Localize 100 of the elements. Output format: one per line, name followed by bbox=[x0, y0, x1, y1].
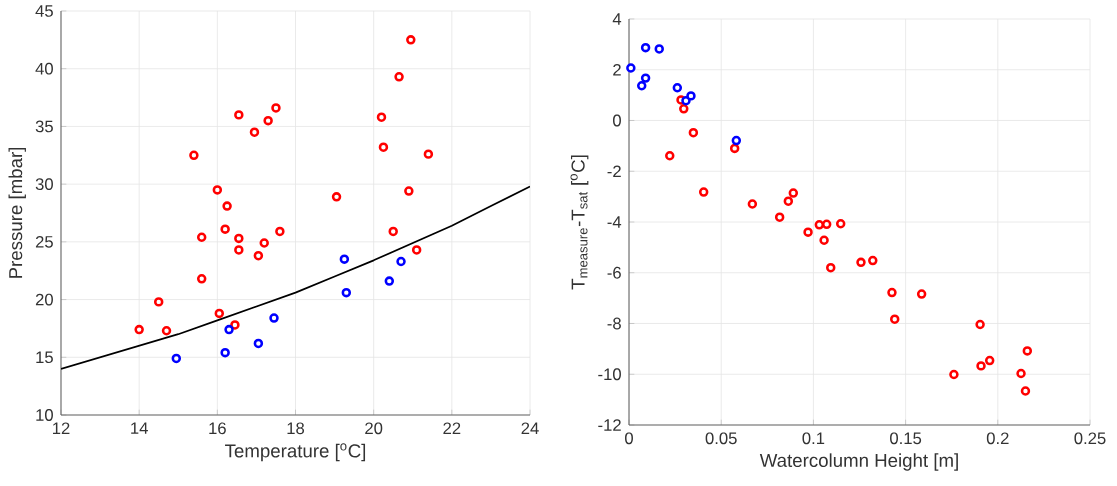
point bbox=[341, 287, 352, 298]
point bbox=[234, 233, 244, 244]
point bbox=[423, 149, 434, 159]
point bbox=[821, 219, 832, 230]
x-axis-title: Watercolumn Height [m] bbox=[759, 453, 958, 471]
point bbox=[916, 289, 927, 299]
point bbox=[626, 63, 636, 73]
point bbox=[636, 81, 647, 91]
point bbox=[729, 143, 740, 154]
point bbox=[783, 196, 794, 206]
point bbox=[196, 232, 207, 242]
point bbox=[388, 226, 398, 237]
x-tick-label: 0.1 bbox=[802, 432, 825, 445]
point bbox=[835, 219, 846, 229]
point bbox=[747, 199, 758, 209]
point bbox=[640, 42, 651, 53]
y-tick-label: -2 bbox=[607, 165, 621, 178]
x-tick-label: 24 bbox=[521, 422, 539, 435]
point bbox=[1022, 346, 1033, 356]
y-tick-label: 35 bbox=[35, 120, 53, 133]
x-tick-label: 22 bbox=[443, 422, 461, 435]
point bbox=[698, 187, 709, 197]
y-tick-label: 40 bbox=[35, 62, 53, 75]
y-tick-label: -10 bbox=[598, 368, 621, 381]
point bbox=[654, 44, 664, 54]
point bbox=[1020, 386, 1031, 396]
y-tick-label: 15 bbox=[36, 351, 53, 364]
x-tick-label: 18 bbox=[287, 422, 305, 435]
point bbox=[331, 192, 342, 202]
point bbox=[220, 224, 230, 234]
y-tick-label: 45 bbox=[35, 5, 53, 17]
point bbox=[222, 201, 232, 211]
point bbox=[196, 274, 207, 284]
point bbox=[731, 135, 742, 146]
point bbox=[819, 235, 829, 246]
point bbox=[189, 150, 199, 161]
point bbox=[134, 324, 144, 335]
point bbox=[234, 245, 244, 255]
point bbox=[230, 320, 240, 330]
point bbox=[220, 347, 230, 358]
point bbox=[814, 220, 825, 230]
x-tick-label: 0.15 bbox=[890, 432, 922, 445]
x-tick-label: 12 bbox=[53, 422, 70, 435]
point bbox=[975, 319, 985, 330]
point bbox=[1016, 368, 1026, 379]
point bbox=[249, 127, 260, 137]
point bbox=[774, 212, 785, 222]
point bbox=[984, 355, 995, 366]
point bbox=[384, 276, 395, 286]
point bbox=[856, 257, 866, 268]
y-tick-label: 20 bbox=[35, 293, 53, 306]
x-tick-label: 14 bbox=[131, 422, 148, 434]
point bbox=[887, 287, 897, 298]
point bbox=[212, 185, 223, 195]
point bbox=[976, 361, 986, 371]
point bbox=[153, 297, 164, 307]
point bbox=[672, 83, 683, 93]
x-tick-label: 0.2 bbox=[986, 432, 1009, 445]
x-tick-label: 16 bbox=[209, 422, 226, 435]
point bbox=[396, 256, 406, 267]
point bbox=[394, 72, 404, 82]
point bbox=[378, 142, 389, 152]
y-tick-label: 2 bbox=[613, 63, 621, 76]
y-tick-label: -12 bbox=[598, 419, 621, 431]
y-tick-label: 25 bbox=[35, 235, 53, 248]
x-axis-title: Temperature [$^{o}$C] bbox=[225, 443, 366, 462]
point bbox=[411, 245, 422, 255]
y-axis-title: Pressure [mbar] bbox=[8, 147, 26, 278]
y-tick-label: -6 bbox=[607, 266, 621, 279]
point bbox=[688, 127, 699, 138]
point bbox=[259, 238, 269, 248]
point bbox=[681, 95, 691, 106]
x-tick-label: 20 bbox=[365, 422, 383, 435]
y-tick-label: -4 bbox=[607, 216, 622, 228]
point bbox=[803, 227, 813, 237]
point bbox=[234, 110, 244, 120]
point bbox=[275, 226, 285, 237]
point bbox=[339, 254, 350, 264]
point bbox=[406, 35, 416, 45]
y-axis-title: T$_{measure}$-T$_{sat}$ [$^{o}$C] bbox=[570, 155, 589, 290]
point bbox=[253, 338, 264, 349]
y-tick-label: 30 bbox=[35, 178, 53, 191]
y-tick-label: 10 bbox=[36, 409, 53, 421]
point bbox=[889, 314, 900, 324]
point bbox=[665, 151, 675, 161]
point bbox=[640, 73, 651, 83]
point bbox=[269, 313, 279, 323]
x-tick-label: 0.05 bbox=[705, 432, 737, 445]
point bbox=[271, 103, 281, 113]
point bbox=[868, 255, 878, 266]
y-tick-label: 4 bbox=[612, 13, 622, 25]
point bbox=[788, 188, 799, 198]
point bbox=[679, 104, 689, 114]
y-tick-label: -8 bbox=[607, 317, 621, 330]
point bbox=[171, 353, 182, 364]
point bbox=[214, 308, 225, 319]
point bbox=[686, 91, 696, 101]
point bbox=[253, 250, 264, 261]
y-tick-label: 0 bbox=[613, 114, 621, 127]
point bbox=[826, 262, 836, 273]
